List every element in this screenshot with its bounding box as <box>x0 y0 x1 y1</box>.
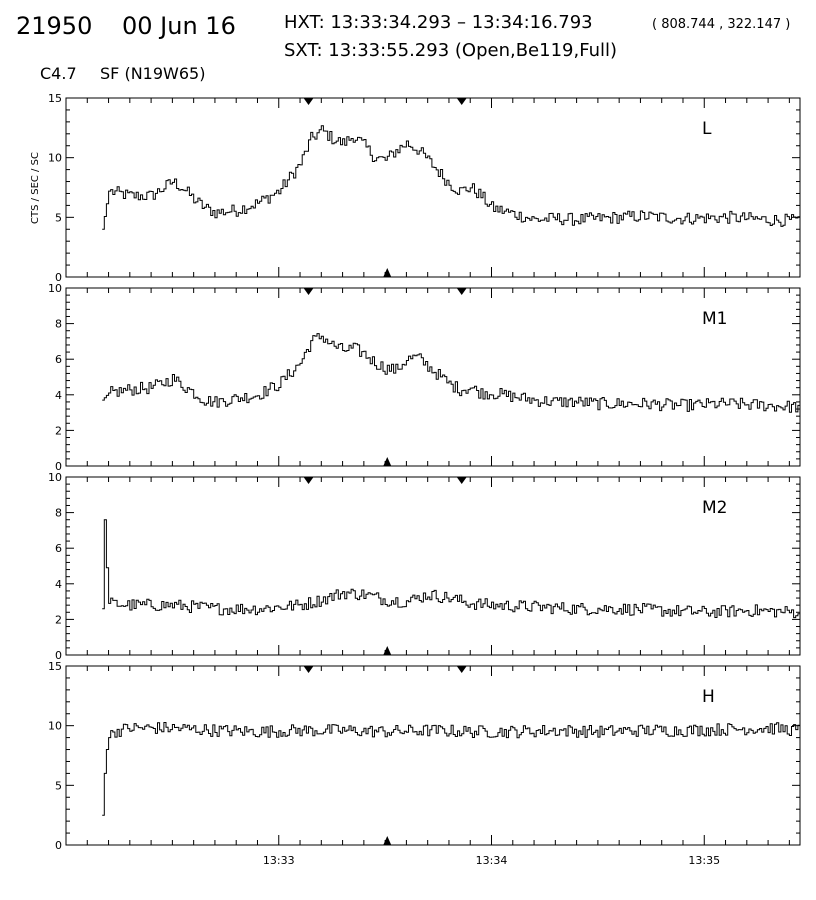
y-tick-label: 5 <box>55 779 62 792</box>
panel-frame <box>65 476 801 656</box>
hxt-interval-marker <box>303 477 314 484</box>
hxt-interval-marker <box>456 666 467 673</box>
y-tick-label: 6 <box>55 353 62 366</box>
y-tick-label: 15 <box>48 92 62 105</box>
panel-l: 0 5 10 15 L <box>48 92 801 284</box>
y-tick-label: 10 <box>48 471 62 484</box>
hxt-interval-marker <box>303 98 314 105</box>
y-tick-label: 5 <box>55 211 62 224</box>
y-tick-label: 10 <box>48 152 62 165</box>
hxt-interval-marker <box>456 477 467 484</box>
y-tick-label: 0 <box>55 271 62 284</box>
hxt-interval-marker <box>456 98 467 105</box>
panel-frame <box>65 665 801 846</box>
y-tick-label: 2 <box>55 613 62 626</box>
x-tick-label: 13:33 <box>263 854 295 867</box>
light-curve-l <box>102 125 800 230</box>
sxt-time-marker <box>383 646 392 655</box>
hxt-coordinates: ( 808.744 , 322.147 ) <box>652 17 791 32</box>
light-curve-h <box>102 722 800 816</box>
y-tick-label: 0 <box>55 839 62 852</box>
y-axis-label: CTS / SEC / SC <box>30 152 41 224</box>
light-curve-m2 <box>102 519 800 619</box>
light-curve-m1 <box>102 333 800 413</box>
sxt-time-marker <box>383 268 392 277</box>
y-tick-label: 2 <box>55 424 62 437</box>
sxt-time-marker <box>383 457 392 466</box>
event-date: 00 Jun 16 <box>122 12 236 40</box>
panel-frame <box>65 287 801 467</box>
panel-label: M2 <box>702 498 727 518</box>
hxt-interval-marker <box>456 288 467 295</box>
y-tick-label: 6 <box>55 542 62 555</box>
y-tick-label: 10 <box>48 720 62 733</box>
panel-label: H <box>702 687 715 707</box>
sxt-time-marker <box>383 836 392 845</box>
y-tick-label: 15 <box>48 660 62 673</box>
goes-class: C4.7 <box>40 64 77 83</box>
flare-info: SF (N19W65) <box>100 64 206 83</box>
y-tick-label: 4 <box>55 389 62 402</box>
hxt-interval: HXT: 13:33:34.293 – 13:34:16.793 <box>284 12 593 33</box>
event-number: 21950 <box>16 12 93 40</box>
y-tick-label: 8 <box>55 507 62 520</box>
y-tick-label: 0 <box>55 649 62 662</box>
y-tick-label: 10 <box>48 282 62 295</box>
x-tick-label: 13:34 <box>476 854 508 867</box>
sxt-info: SXT: 13:33:55.293 (Open,Be119,Full) <box>284 40 618 61</box>
y-tick-label: 8 <box>55 318 62 331</box>
panel-frame <box>65 97 801 278</box>
y-tick-label: 4 <box>55 578 62 591</box>
y-tick-label: 0 <box>55 460 62 473</box>
panel-label: L <box>702 119 712 139</box>
panel-label: M1 <box>702 309 727 329</box>
panel-m1: 0 2 4 6 8 10 M1 <box>48 282 801 473</box>
hxt-interval-marker <box>303 288 314 295</box>
x-tick-label: 13:35 <box>688 854 720 867</box>
hxt-interval-marker <box>303 666 314 673</box>
panel-h: 0 5 10 15 H <box>48 660 801 852</box>
panel-m2: 0 2 4 6 8 10 M2 <box>48 471 801 662</box>
